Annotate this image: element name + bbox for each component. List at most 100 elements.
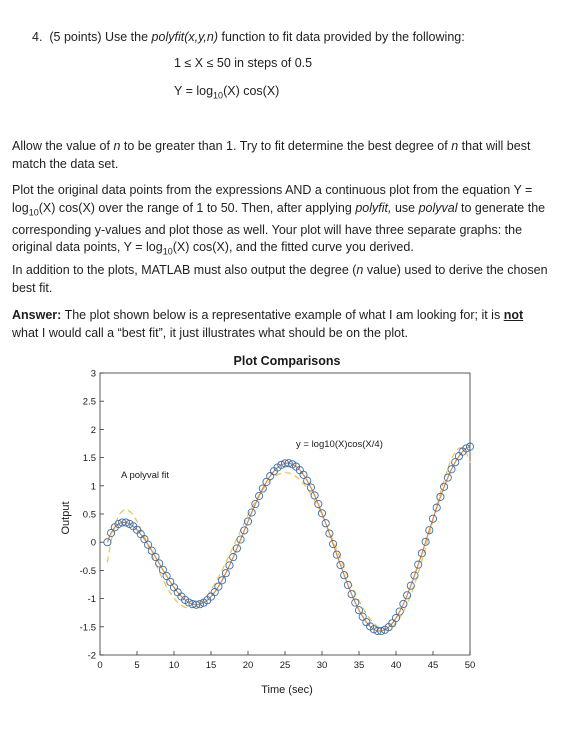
data-point-marker (343, 580, 352, 590)
data-point-marker (158, 565, 167, 574)
question-rest: function to fit data provided by the fol… (221, 30, 465, 44)
data-point-marker (332, 550, 341, 559)
x-tick-label: 45 (428, 660, 439, 671)
data-point-marker (395, 607, 404, 616)
paragraph-degree: Allow the value of n to be greater than … (12, 139, 531, 171)
data-point-marker (354, 606, 364, 615)
y-equation: Y = log10(X) cos(X) (174, 84, 280, 101)
data-point-marker (262, 477, 271, 486)
question-points: (5 points) Use the (49, 30, 149, 44)
data-point-marker (284, 459, 293, 468)
data-point-marker (443, 473, 452, 482)
data-point-marker (417, 549, 426, 558)
x-axis-label: Time (sec) (261, 684, 313, 696)
data-point-marker (214, 582, 223, 591)
data-point-marker (369, 625, 378, 634)
data-point-marker (247, 508, 256, 517)
data-point-marker (421, 537, 430, 546)
y-tick-label: -0.5 (80, 566, 96, 577)
data-point-marker (432, 503, 441, 512)
y-tick-label: -1.5 (80, 622, 96, 633)
y-tick-label: -1 (88, 594, 96, 605)
data-point-marker (225, 561, 234, 570)
data-point-marker (329, 539, 338, 549)
answer-label: Answer: (12, 308, 62, 322)
y-tick-label: 2.5 (83, 397, 96, 408)
data-point-marker (414, 560, 423, 569)
y-tick-label: 3 (91, 369, 96, 380)
data-point-marker (255, 491, 264, 501)
range-equation: 1 ≤ X ≤ 50 in steps of 0.5 (174, 56, 313, 70)
x-tick-label: 50 (465, 660, 476, 671)
data-point-marker (229, 553, 238, 562)
data-point-marker (303, 476, 312, 485)
data-point-marker (410, 571, 419, 580)
data-point-marker (151, 552, 160, 562)
plot-area (99, 372, 471, 656)
data-point-marker (306, 483, 315, 492)
x-tick-label: 5 (134, 660, 139, 671)
data-point-marker (103, 538, 112, 547)
data-point-marker (243, 517, 253, 526)
data-point-marker (351, 598, 360, 607)
chart-annotation-fit: A polyval fit (121, 470, 169, 481)
data-point-marker (336, 560, 345, 570)
x-tick-label: 15 (206, 660, 217, 671)
polyfit-function: polyfit(x,y,n) (151, 30, 218, 44)
y-tick-label: -2 (88, 651, 96, 662)
data-point-marker (388, 619, 397, 628)
y-tick-label: 1.5 (83, 453, 96, 464)
data-point-marker (377, 626, 386, 636)
data-point-marker (162, 571, 171, 581)
paragraph-plot-instructions: Plot the original data points from the e… (12, 183, 546, 257)
data-point-marker (403, 591, 412, 600)
data-point-marker (155, 559, 164, 568)
not-emphasis: not (503, 308, 524, 322)
x-tick-label: 30 (317, 660, 328, 671)
data-point-marker (192, 600, 201, 609)
plot-comparisons-chart: Plot Comparisons 0 5 10 15 20 25 30 35 40 45 50-2-… (60, 354, 476, 696)
data-point-marker (218, 576, 227, 585)
paragraph-output-degree: In addition to the plots, MATLAB must al… (12, 263, 548, 295)
data-point-marker (140, 535, 149, 544)
question-number: 4. (32, 30, 43, 44)
data-point-marker (436, 492, 445, 501)
data-point-marker (340, 571, 349, 580)
data-point-marker (317, 509, 327, 518)
data-point-marker (184, 598, 193, 607)
x-tick-label: 40 (391, 660, 402, 671)
paragraph-answer: Answer: The plot shown below is a repres… (12, 308, 524, 340)
question-line: 4. (5 points) Use the polyfit(x,y,n) fun… (32, 30, 465, 44)
x-tick-label: 25 (280, 660, 291, 671)
data-point-marker (325, 529, 334, 538)
data-point-marker (406, 581, 415, 590)
y-tick-label: 0.5 (83, 510, 96, 521)
chart-annotation-curve: y = log10(X)cos(X/4) (296, 439, 383, 450)
data-point-marker (210, 588, 219, 597)
data-point-marker (236, 535, 245, 544)
data-point-marker (465, 442, 475, 451)
data-point-marker (277, 460, 286, 469)
data-point-marker (251, 499, 260, 509)
data-point-marker (447, 465, 456, 474)
x-tick-label: 20 (243, 660, 254, 671)
data-point-marker (147, 546, 156, 555)
data-point-marker (440, 482, 449, 491)
y-tick-label: 2 (91, 425, 96, 436)
data-point-marker (462, 444, 471, 453)
data-point-marker (399, 599, 408, 608)
data-point-marker (425, 526, 434, 535)
y-tick-label: 1 (91, 481, 96, 492)
y-tick-label: 0 (91, 538, 96, 549)
data-point-marker (391, 613, 401, 623)
data-point-marker (358, 612, 367, 621)
data-point-marker (321, 519, 330, 528)
y-axis-label: Output (60, 501, 72, 534)
x-tick-label: 35 (354, 660, 365, 671)
data-point-marker (451, 458, 460, 467)
data-point-marker (428, 514, 438, 523)
data-point-marker (232, 544, 241, 553)
data-point-marker (240, 526, 249, 535)
data-point-marker (121, 518, 130, 527)
data-point-marker (144, 540, 153, 549)
